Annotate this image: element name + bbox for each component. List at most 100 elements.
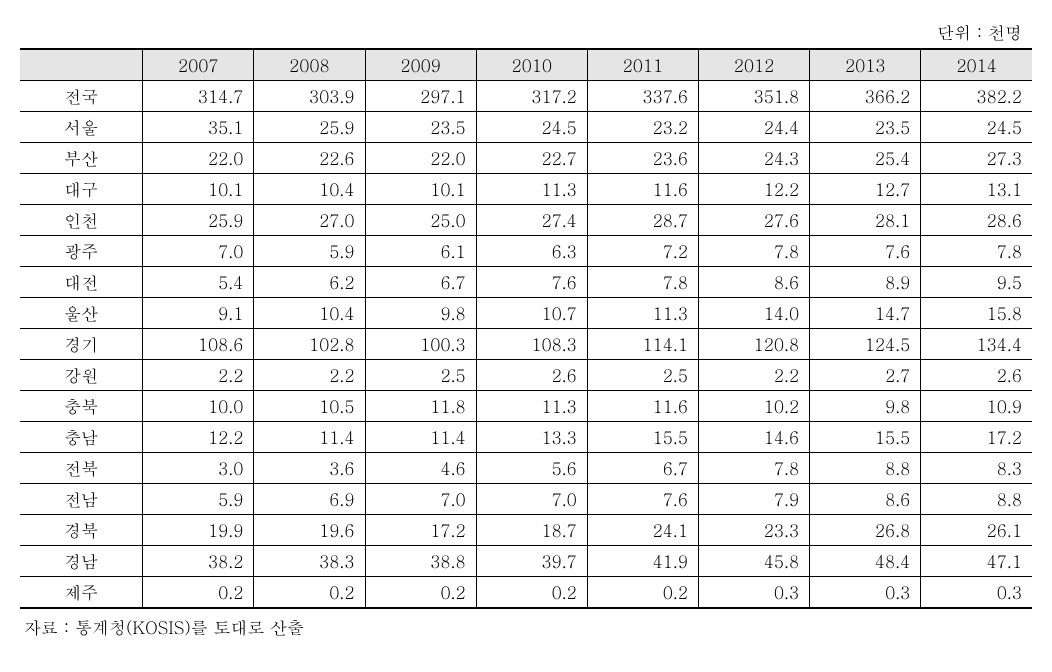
value-cell: 11.6 [587, 174, 698, 205]
value-cell: 17.2 [921, 422, 1032, 453]
value-cell: 108.6 [143, 329, 254, 360]
value-cell: 28.1 [810, 205, 921, 236]
table-header: 2007 2008 2009 2010 2011 2012 2013 2014 [20, 49, 1032, 81]
header-cell-year: 2013 [810, 49, 921, 81]
value-cell: 382.2 [921, 81, 1032, 112]
value-cell: 2.2 [698, 360, 809, 391]
value-cell: 26.1 [921, 515, 1032, 546]
value-cell: 8.3 [921, 453, 1032, 484]
value-cell: 24.4 [698, 112, 809, 143]
value-cell: 100.3 [365, 329, 476, 360]
value-cell: 15.5 [587, 422, 698, 453]
value-cell: 14.0 [698, 298, 809, 329]
value-cell: 8.9 [810, 267, 921, 298]
table-row: 대전5.46.26.77.67.88.68.99.5 [20, 267, 1032, 298]
value-cell: 7.8 [698, 236, 809, 267]
value-cell: 0.2 [587, 577, 698, 609]
table-row: 광주7.05.96.16.37.27.87.67.8 [20, 236, 1032, 267]
table-row: 전남5.96.97.07.07.67.98.68.8 [20, 484, 1032, 515]
value-cell: 7.0 [365, 484, 476, 515]
value-cell: 0.3 [921, 577, 1032, 609]
region-cell: 전북 [20, 453, 143, 484]
data-table: 2007 2008 2009 2010 2011 2012 2013 2014 … [20, 48, 1032, 609]
header-cell-year: 2011 [587, 49, 698, 81]
value-cell: 10.5 [254, 391, 365, 422]
value-cell: 8.6 [698, 267, 809, 298]
value-cell: 2.7 [810, 360, 921, 391]
header-cell-year: 2007 [143, 49, 254, 81]
value-cell: 6.7 [587, 453, 698, 484]
region-cell: 전국 [20, 81, 143, 112]
region-cell: 경기 [20, 329, 143, 360]
value-cell: 18.7 [476, 515, 587, 546]
value-cell: 9.8 [365, 298, 476, 329]
value-cell: 13.3 [476, 422, 587, 453]
value-cell: 23.2 [587, 112, 698, 143]
value-cell: 0.2 [254, 577, 365, 609]
value-cell: 23.3 [698, 515, 809, 546]
header-cell-year: 2014 [921, 49, 1032, 81]
value-cell: 102.8 [254, 329, 365, 360]
value-cell: 24.5 [921, 112, 1032, 143]
header-cell-year: 2008 [254, 49, 365, 81]
value-cell: 2.5 [587, 360, 698, 391]
region-cell: 전남 [20, 484, 143, 515]
region-cell: 대구 [20, 174, 143, 205]
value-cell: 9.1 [143, 298, 254, 329]
region-cell: 충북 [20, 391, 143, 422]
value-cell: 351.8 [698, 81, 809, 112]
value-cell: 38.3 [254, 546, 365, 577]
value-cell: 39.7 [476, 546, 587, 577]
table-row: 인천25.927.025.027.428.727.628.128.6 [20, 205, 1032, 236]
value-cell: 10.2 [698, 391, 809, 422]
value-cell: 10.4 [254, 298, 365, 329]
value-cell: 13.1 [921, 174, 1032, 205]
value-cell: 8.6 [810, 484, 921, 515]
value-cell: 2.6 [476, 360, 587, 391]
table-row: 울산9.110.49.810.711.314.014.715.8 [20, 298, 1032, 329]
value-cell: 11.4 [254, 422, 365, 453]
value-cell: 10.7 [476, 298, 587, 329]
value-cell: 108.3 [476, 329, 587, 360]
value-cell: 35.1 [143, 112, 254, 143]
value-cell: 9.8 [810, 391, 921, 422]
table-row: 제주0.20.20.20.20.20.30.30.3 [20, 577, 1032, 609]
value-cell: 14.6 [698, 422, 809, 453]
value-cell: 17.2 [365, 515, 476, 546]
table-row: 전국314.7303.9297.1317.2337.6351.8366.2382… [20, 81, 1032, 112]
header-cell-year: 2010 [476, 49, 587, 81]
value-cell: 7.6 [587, 484, 698, 515]
value-cell: 4.6 [365, 453, 476, 484]
value-cell: 22.0 [365, 143, 476, 174]
value-cell: 9.5 [921, 267, 1032, 298]
value-cell: 134.4 [921, 329, 1032, 360]
value-cell: 0.3 [810, 577, 921, 609]
value-cell: 124.5 [810, 329, 921, 360]
value-cell: 337.6 [587, 81, 698, 112]
table-row: 충북10.010.511.811.311.610.29.810.9 [20, 391, 1032, 422]
table-body: 전국314.7303.9297.1317.2337.6351.8366.2382… [20, 81, 1032, 609]
value-cell: 10.0 [143, 391, 254, 422]
value-cell: 48.4 [810, 546, 921, 577]
value-cell: 8.8 [921, 484, 1032, 515]
value-cell: 45.8 [698, 546, 809, 577]
header-cell-year: 2009 [365, 49, 476, 81]
header-cell-year: 2012 [698, 49, 809, 81]
value-cell: 120.8 [698, 329, 809, 360]
value-cell: 28.6 [921, 205, 1032, 236]
value-cell: 0.3 [698, 577, 809, 609]
value-cell: 24.5 [476, 112, 587, 143]
value-cell: 22.0 [143, 143, 254, 174]
value-cell: 6.2 [254, 267, 365, 298]
value-cell: 27.3 [921, 143, 1032, 174]
value-cell: 15.5 [810, 422, 921, 453]
region-cell: 대전 [20, 267, 143, 298]
value-cell: 19.9 [143, 515, 254, 546]
value-cell: 38.8 [365, 546, 476, 577]
value-cell: 6.1 [365, 236, 476, 267]
value-cell: 3.6 [254, 453, 365, 484]
value-cell: 7.6 [810, 236, 921, 267]
value-cell: 25.4 [810, 143, 921, 174]
header-row: 2007 2008 2009 2010 2011 2012 2013 2014 [20, 49, 1032, 81]
value-cell: 317.2 [476, 81, 587, 112]
